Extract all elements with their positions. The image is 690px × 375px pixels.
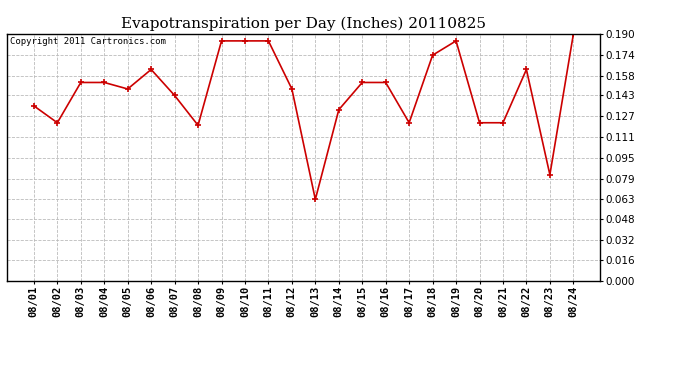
Title: Evapotranspiration per Day (Inches) 20110825: Evapotranspiration per Day (Inches) 2011… (121, 17, 486, 31)
Text: Copyright 2011 Cartronics.com: Copyright 2011 Cartronics.com (10, 38, 166, 46)
